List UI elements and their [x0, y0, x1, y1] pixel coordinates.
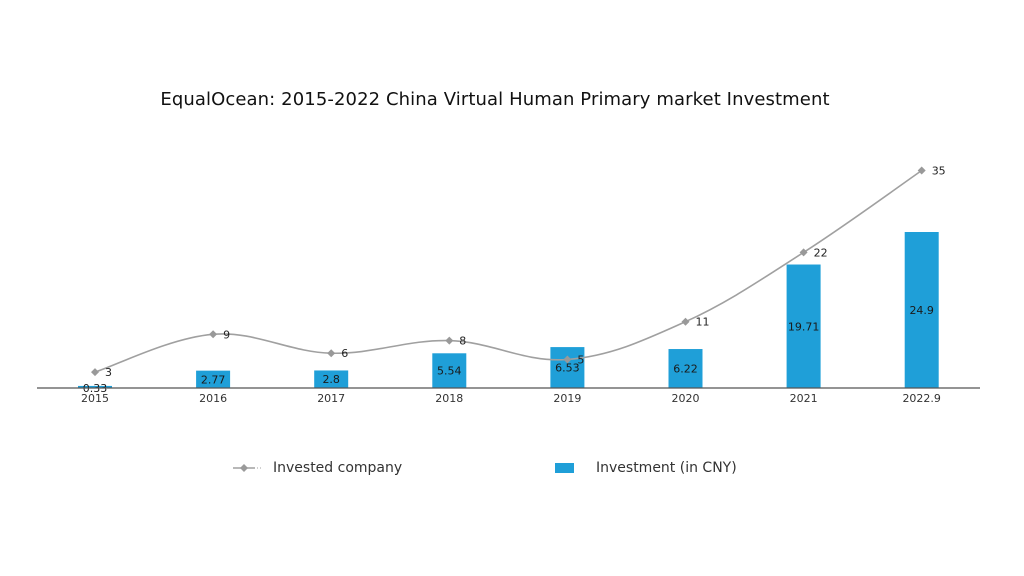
x-tick-2020: 2020: [672, 392, 700, 405]
legend-invested-company: Invested company: [233, 460, 402, 476]
legend-label-investment: Investment (in CNY): [596, 460, 737, 476]
line-label-2022.9: 35: [932, 165, 946, 178]
bar-2017: [314, 370, 349, 388]
line-point-2016: [209, 330, 218, 339]
bar-2018: [432, 353, 467, 388]
bar-2015: [78, 385, 112, 388]
legend-label-invested-company: Invested company: [273, 460, 403, 476]
line-point-2019: [563, 355, 572, 364]
x-tick-2019: 2019: [553, 392, 581, 405]
bar-label-2020: 6.22: [673, 363, 698, 376]
bar-label-2022.9: 24.9: [909, 304, 934, 317]
line-label-2021: 22: [814, 246, 828, 259]
chart-title: EqualOcean: 2015-2022 China Virtual Huma…: [160, 89, 830, 110]
line-point-2018: [445, 336, 454, 345]
line-label-2015: 3: [105, 366, 112, 379]
x-tick-2018: 2018: [435, 392, 463, 405]
line-point-2015: [91, 368, 99, 377]
x-tick-2021: 2021: [790, 392, 818, 405]
tick-labels: 2015 2016 2017 2018 2019 2020 2021 2022.9: [81, 392, 941, 405]
bar-2016: [196, 370, 231, 388]
line-label-2016: 9: [223, 328, 230, 341]
bar-label-2018: 5.54: [437, 365, 462, 378]
line-label-2019: 5: [577, 354, 584, 367]
line-layer: 3 9 6 8 5 11 22 35: [91, 165, 946, 379]
legend-investment: Investment (in CNY): [555, 460, 737, 476]
x-tick-2022.9: 2022.9: [902, 392, 941, 405]
bar-label-2019: 6.53: [555, 362, 580, 375]
legend-bar-swatch: [555, 463, 574, 473]
invested-company-line: [94, 169, 923, 373]
line-point-2017: [327, 349, 336, 358]
line-label-2020: 11: [696, 316, 710, 329]
bar-2020: [668, 349, 703, 388]
bar-2022.9: [904, 232, 939, 388]
line-point-2020: [681, 317, 690, 326]
bar-label-2021: 19.71: [788, 320, 820, 333]
x-tick-2016: 2016: [199, 392, 227, 405]
bar-label-2016: 2.77: [201, 373, 226, 386]
line-label-2018: 8: [459, 335, 466, 348]
line-label-2017: 6: [341, 347, 348, 360]
line-point-2021: [799, 248, 808, 257]
x-tick-2015: 2015: [81, 392, 109, 405]
bar-label-2017: 2.8: [322, 373, 340, 386]
legend-line-swatch: [233, 464, 263, 472]
bar-2021: [786, 264, 821, 388]
line-point-2022.9: [917, 166, 926, 175]
x-tick-2017: 2017: [317, 392, 345, 405]
bar-2019: [550, 347, 585, 388]
